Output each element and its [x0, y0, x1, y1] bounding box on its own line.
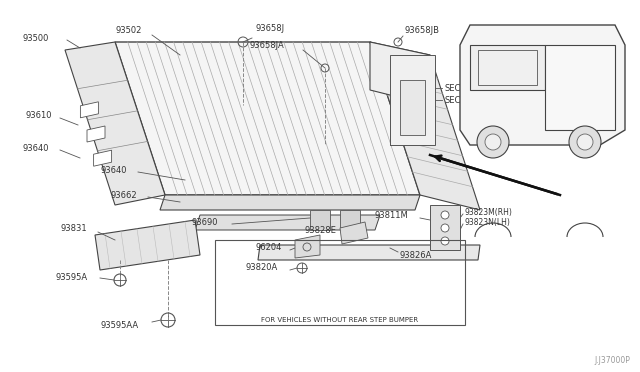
Polygon shape [310, 210, 330, 230]
Polygon shape [470, 45, 545, 90]
Text: SEC.935: SEC.935 [445, 83, 480, 93]
Text: 96204: 96204 [255, 244, 282, 253]
Polygon shape [370, 42, 480, 210]
Text: 93826A: 93826A [400, 250, 433, 260]
Circle shape [441, 224, 449, 232]
Circle shape [477, 126, 509, 158]
Polygon shape [295, 235, 320, 258]
Polygon shape [258, 245, 480, 260]
Polygon shape [65, 42, 165, 205]
Text: 93658JA: 93658JA [250, 41, 285, 49]
Polygon shape [545, 45, 615, 130]
Circle shape [485, 134, 501, 150]
Text: 93640: 93640 [22, 144, 49, 153]
Text: SEC.935: SEC.935 [445, 96, 480, 105]
Polygon shape [460, 25, 625, 145]
Text: 93823N(LH): 93823N(LH) [465, 218, 511, 227]
Text: 93502: 93502 [115, 26, 141, 35]
Text: 93640: 93640 [100, 166, 127, 174]
Polygon shape [160, 195, 420, 210]
Polygon shape [430, 205, 460, 250]
Text: 93658J: 93658J [255, 23, 284, 32]
Polygon shape [390, 55, 435, 145]
Text: 93820A: 93820A [245, 263, 277, 273]
Polygon shape [340, 222, 368, 244]
Text: 93690: 93690 [192, 218, 218, 227]
Polygon shape [93, 150, 111, 166]
Polygon shape [478, 50, 537, 85]
Polygon shape [390, 105, 430, 145]
Bar [215, 240, 465, 325]
Text: J.J37000P: J.J37000P [594, 356, 630, 365]
Text: 93662: 93662 [110, 190, 136, 199]
Text: 93610: 93610 [25, 110, 51, 119]
Polygon shape [115, 42, 420, 195]
Text: 93595AA: 93595AA [100, 321, 138, 330]
Polygon shape [195, 215, 380, 230]
Text: 93831: 93831 [60, 224, 86, 232]
Text: 93823M(RH): 93823M(RH) [465, 208, 513, 217]
Polygon shape [95, 220, 200, 270]
Text: 93658JB: 93658JB [405, 26, 440, 35]
Polygon shape [400, 80, 425, 135]
Text: 93811M: 93811M [375, 211, 409, 219]
Polygon shape [81, 102, 99, 118]
Circle shape [577, 134, 593, 150]
Text: FOR VEHICLES WITHOUT REAR STEP BUMPER: FOR VEHICLES WITHOUT REAR STEP BUMPER [261, 317, 419, 323]
Text: 93595A: 93595A [55, 273, 87, 282]
Circle shape [441, 211, 449, 219]
Circle shape [441, 237, 449, 245]
Circle shape [569, 126, 601, 158]
Text: 93828E: 93828E [305, 225, 337, 234]
Text: 93500: 93500 [22, 33, 49, 42]
Polygon shape [370, 42, 430, 105]
Polygon shape [340, 210, 360, 230]
Polygon shape [87, 126, 105, 142]
